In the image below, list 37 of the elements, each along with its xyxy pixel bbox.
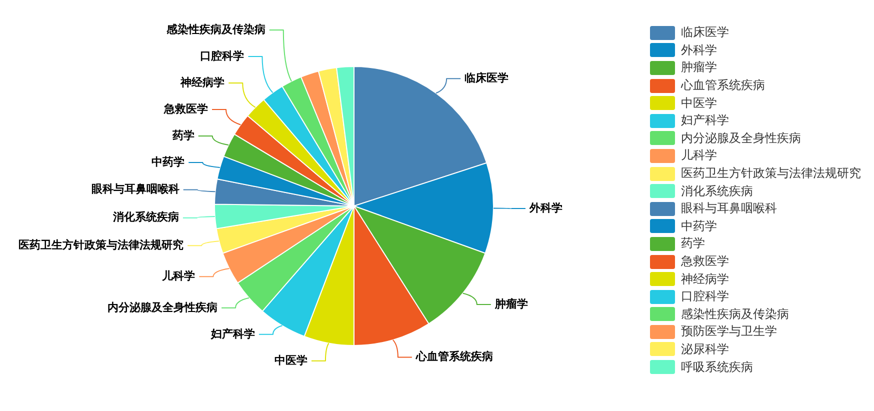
slice-label: 心血管系统疾病 [414,350,493,364]
legend-label: 泌尿科学 [681,340,729,358]
legend-label: 消化系统疾病 [681,182,753,200]
slice-label: 感染性疾病及传染病 [165,22,266,36]
legend-label: 眼科与耳鼻咽喉科 [681,200,777,218]
legend-label: 外科学 [681,42,717,59]
slice-label: 肿瘤学 [494,297,528,310]
legend-label: 内分泌腺及全身性疾病 [681,130,801,147]
slice-label: 口腔科学 [200,49,244,62]
slice-label: 妇产科学 [210,327,255,340]
legend-label: 呼吸系统疾病 [681,358,753,376]
legend-label: 口腔科学 [681,288,729,306]
slice-label: 中医学 [274,354,308,367]
legend-label: 妇产科学 [681,112,729,130]
legend-label: 中医学 [681,94,717,112]
legend-label: 中药学 [681,218,717,235]
slice-label: 消化系统疾病 [112,210,179,224]
slice-label: 急救医学 [163,102,208,116]
legend-label: 急救医学 [681,253,729,270]
slice-label: 儿科学 [161,269,196,282]
legend-label: 神经病学 [681,270,729,288]
slice-label: 外科学 [528,201,562,214]
slice-label: 药学 [171,128,194,142]
legend-label: 感染性疾病及传染病 [681,306,789,323]
legend-label: 临床医学 [681,24,729,42]
legend-label: 医药卫生方针政策与法律法规研究 [681,165,861,182]
legend-label: 儿科学 [681,147,717,164]
legend-label: 心血管系统疾病 [681,77,765,94]
legend-label: 药学 [681,235,705,252]
slice-label: 神经病学 [180,76,225,89]
slice-label: 中药学 [152,155,185,168]
legend-label: 预防医学与卫生学 [681,323,777,340]
slice-label: 临床医学 [464,71,509,84]
slice-label: 医药卫生方针政策与法律法规研究 [18,238,184,252]
slice-label: 内分泌腺及全身性疾病 [108,300,218,314]
legend-label: 肿瘤学 [681,59,717,76]
slice-label: 眼科与耳鼻咽喉科 [91,182,180,196]
